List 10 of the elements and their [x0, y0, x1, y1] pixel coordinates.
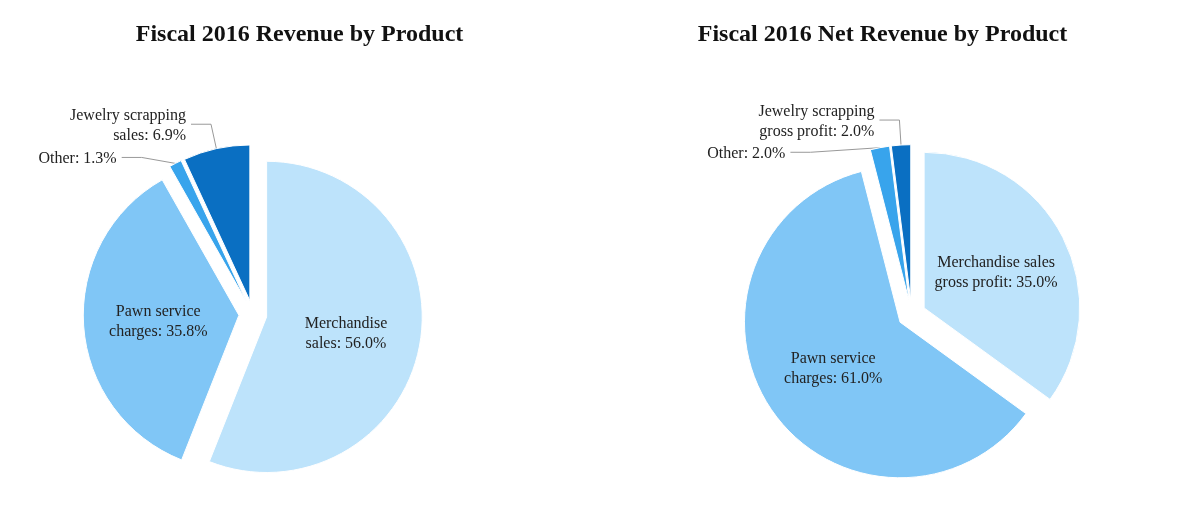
slice-label: Pawn service charges: 61.0%: [784, 349, 883, 388]
slice-label: Jewelry scrapping gross profit: 2.0%: [758, 101, 875, 140]
slice-label: Other: 1.3%: [38, 148, 117, 166]
slice-label: Other: 2.0%: [707, 143, 786, 161]
slice-label: Pawn service charges: 35.8%: [109, 302, 208, 341]
slice-label: Merchandise sales: 56.0%: [304, 313, 388, 351]
chart-title: Fiscal 2016 Net Revenue by Product: [697, 20, 1068, 46]
slice-label: Merchandise sales gross profit: 35.0%: [934, 252, 1058, 291]
chart-title: Fiscal 2016 Revenue by Product: [135, 20, 464, 46]
slice-label: Jewelry scrapping sales: 6.9%: [70, 105, 186, 143]
